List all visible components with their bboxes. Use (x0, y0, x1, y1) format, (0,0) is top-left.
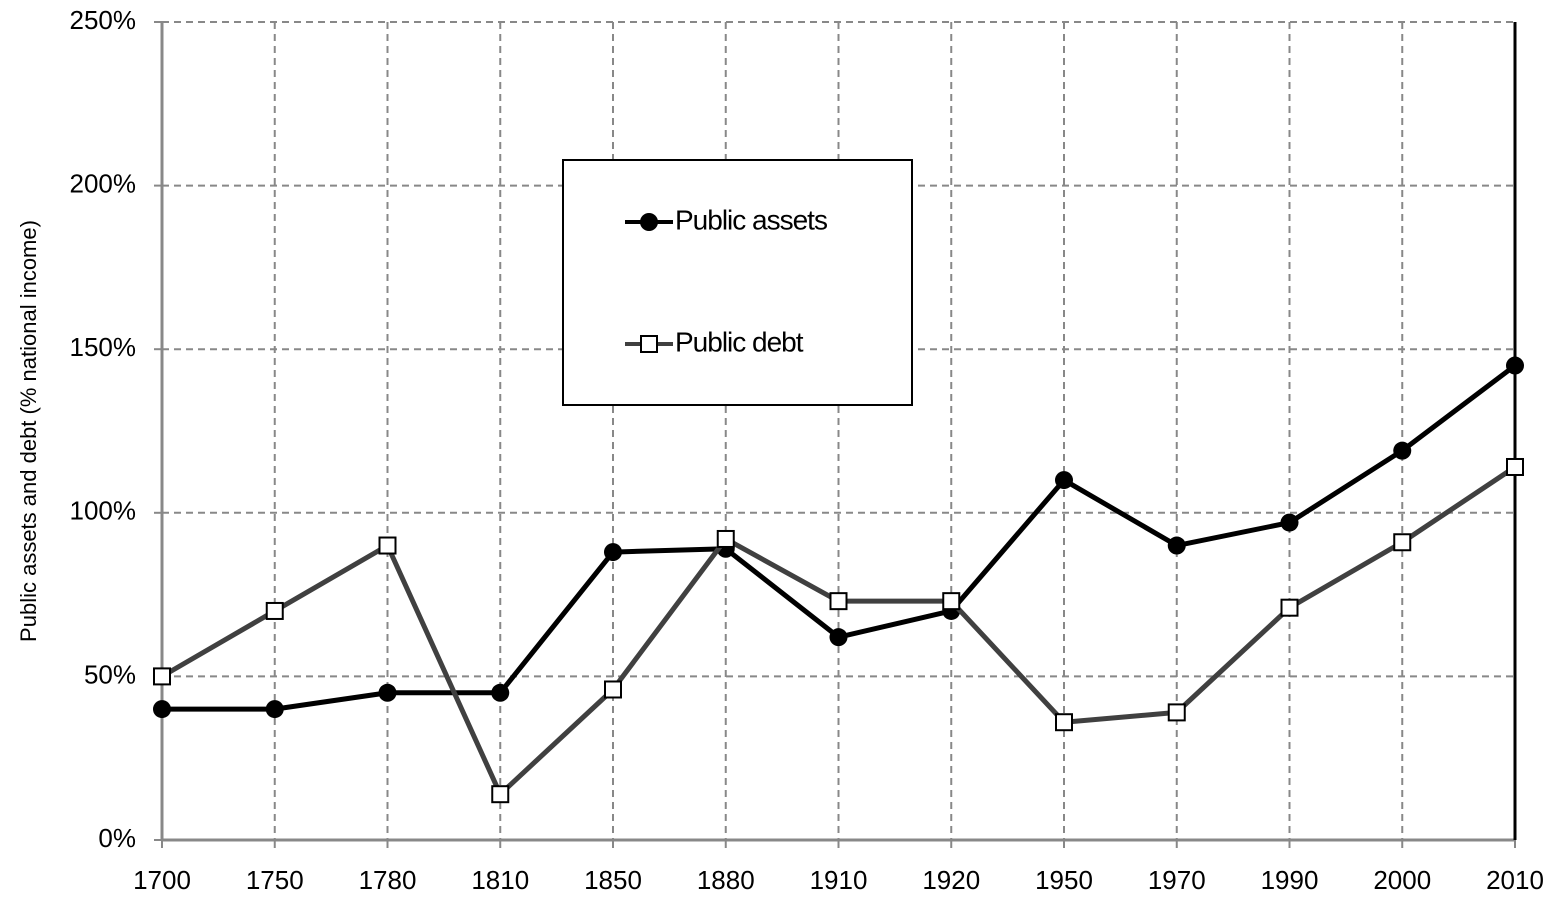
x-tick-label: 2000 (1373, 865, 1431, 895)
data-point (491, 785, 510, 804)
y-tick-label: 200% (70, 168, 137, 198)
data-point (491, 683, 510, 702)
x-tick-label: 1910 (810, 865, 868, 895)
x-tick-label: 1950 (1035, 865, 1093, 895)
x-tick-label: 1880 (697, 865, 755, 895)
data-point (829, 592, 848, 611)
data-point (378, 536, 397, 555)
data-point (1393, 441, 1412, 460)
data-point (265, 700, 284, 719)
data-point (1393, 533, 1412, 552)
data-point (378, 683, 397, 702)
legend-box (562, 159, 913, 406)
x-tick-label: 1780 (359, 865, 417, 895)
data-point (1055, 471, 1073, 490)
data-point (1280, 598, 1299, 617)
series-line (162, 363, 1517, 712)
data-point (265, 601, 284, 620)
x-tick-label: 1700 (133, 865, 191, 895)
data-point (1506, 457, 1524, 476)
legend-marker (640, 213, 658, 231)
x-tick-label: 1970 (1148, 865, 1206, 895)
legend-label: Public assets (675, 204, 827, 235)
legend-marker (640, 335, 658, 353)
data-point (716, 529, 735, 548)
y-tick-label: 100% (70, 496, 137, 526)
data-point (1280, 513, 1299, 532)
x-tick-label: 1810 (471, 865, 529, 895)
data-point (153, 667, 171, 686)
x-tick-label: 2010 (1486, 865, 1544, 895)
data-point (942, 592, 961, 611)
data-point (604, 680, 622, 699)
data-point (1055, 713, 1073, 732)
data-point (153, 700, 171, 719)
data-point (1167, 536, 1186, 555)
x-tick-label: 1850 (584, 865, 642, 895)
legend-label: Public debt (675, 326, 804, 357)
data-point (829, 628, 848, 647)
x-tick-label: 1990 (1261, 865, 1319, 895)
data-point (604, 543, 622, 562)
y-tick-label: 150% (70, 332, 137, 362)
x-tick-label: 1920 (922, 865, 980, 895)
y-tick-label: 50% (84, 659, 136, 689)
data-point (1167, 703, 1186, 722)
y-axis-title: Public assets and debt (% national incom… (16, 220, 41, 642)
data-point (1506, 356, 1524, 375)
y-tick-label: 0% (98, 823, 136, 853)
x-tick-label: 1750 (246, 865, 304, 895)
y-tick-label: 250% (70, 5, 137, 35)
